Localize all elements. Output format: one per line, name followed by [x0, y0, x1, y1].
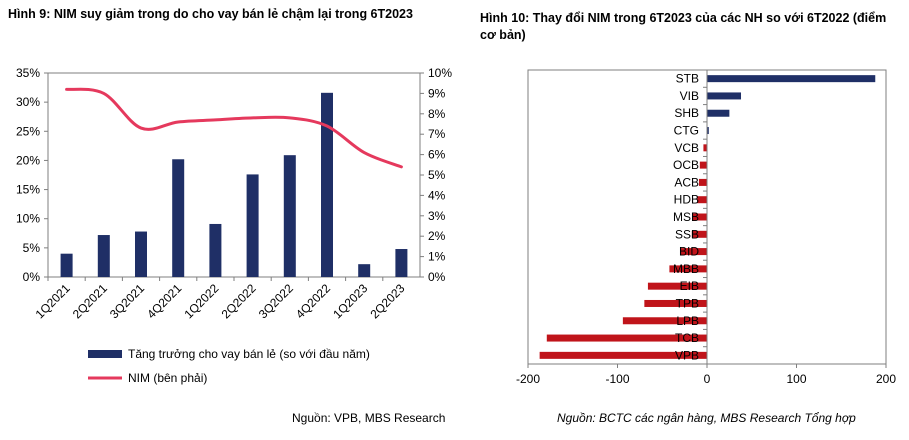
bank-label: HDB	[674, 193, 699, 207]
nim-change-bar	[698, 178, 707, 186]
bank-label: CTG	[674, 124, 699, 138]
bank-label: LPB	[676, 314, 699, 328]
left-y-tick-label: 5%	[23, 241, 41, 255]
retail-loan-growth-bar	[60, 253, 73, 277]
nim-change-bar	[697, 196, 707, 204]
right-x-tick-label: -200	[516, 372, 540, 386]
x-tick-label: 4Q2022	[293, 281, 333, 321]
right-y-tick-label: 8%	[428, 107, 446, 121]
retail-loan-growth-bar	[283, 155, 296, 277]
nim-change-bar	[699, 161, 707, 169]
left-y-tick-label: 10%	[16, 212, 40, 226]
x-tick-label: 2Q2023	[367, 281, 407, 321]
nim-change-bar	[703, 144, 707, 152]
right-chart-source: Nguồn: BCTC các ngân hàng, MBS Research …	[557, 411, 856, 425]
bank-label: MSB	[673, 210, 699, 224]
right-x-tick-label: 0	[704, 372, 711, 386]
right-y-tick-label: 3%	[428, 209, 446, 223]
bank-label: TCB	[675, 331, 699, 345]
nim-change-bar	[707, 109, 730, 117]
bank-label: BID	[679, 245, 699, 259]
x-tick-label: 1Q2021	[33, 281, 73, 321]
left-y-tick-label: 20%	[16, 153, 40, 167]
left-y-tick-label: 35%	[16, 66, 40, 80]
nim-change-bar	[680, 248, 707, 256]
nim-change-bar	[644, 299, 707, 307]
nim-change-bar	[669, 265, 707, 273]
retail-loan-growth-bar	[97, 235, 110, 277]
bank-label: STB	[676, 72, 699, 86]
left-chart-source: Nguồn: VPB, MBS Research	[292, 411, 446, 425]
retail-loan-growth-bar	[395, 249, 408, 277]
right-y-tick-label: 2%	[428, 229, 446, 243]
bank-label: TPB	[676, 296, 699, 310]
x-tick-label: 1Q2022	[181, 281, 221, 321]
left-y-tick-label: 0%	[23, 270, 41, 284]
legend-line-label: NIM (bên phải)	[128, 371, 207, 385]
right-y-tick-label: 5%	[428, 168, 446, 182]
right-y-tick-label: 4%	[428, 188, 446, 202]
right-y-tick-label: 7%	[428, 127, 446, 141]
legend-bar-swatch	[88, 350, 122, 358]
x-tick-label: 4Q2021	[144, 281, 184, 321]
retail-loan-growth-bar	[358, 264, 371, 277]
left-y-tick-label: 15%	[16, 183, 40, 197]
bank-label: OCB	[673, 158, 699, 172]
x-tick-label: 2Q2021	[70, 281, 110, 321]
x-tick-label: 1Q2023	[330, 281, 370, 321]
nim-change-bar	[546, 334, 707, 342]
right-x-tick-label: 100	[786, 372, 806, 386]
nim-change-bar	[539, 351, 707, 359]
bank-label: VPB	[675, 348, 699, 362]
x-tick-label: 2Q2022	[219, 281, 259, 321]
right-x-tick-label: -100	[605, 372, 629, 386]
right-y-tick-label: 6%	[428, 148, 446, 162]
bank-label: VCB	[674, 141, 699, 155]
nim-change-bar	[647, 282, 707, 290]
bank-label: SSB	[675, 227, 699, 241]
retail-loan-growth-bar	[246, 174, 259, 277]
bank-label: ACB	[674, 175, 699, 189]
bank-label: SHB	[674, 106, 699, 120]
bank-label: EIB	[680, 279, 699, 293]
right-x-tick-label: 200	[876, 372, 896, 386]
legend-bar-label: Tăng trưởng cho vay bán lẻ (so với đầu n…	[128, 347, 370, 361]
left-y-tick-label: 30%	[16, 95, 40, 109]
nim-change-bar	[707, 75, 876, 83]
nim-change-bar	[622, 317, 707, 325]
nim-change-bar	[692, 213, 707, 221]
retail-loan-growth-bar	[172, 159, 185, 277]
retail-loan-growth-bar	[209, 223, 222, 277]
nim-change-bar	[707, 127, 709, 135]
x-tick-label: 3Q2021	[107, 281, 147, 321]
left-y-tick-label: 25%	[16, 124, 40, 138]
bank-label: VIB	[680, 89, 699, 103]
right-y-tick-label: 0%	[428, 270, 446, 284]
nim-line	[65, 87, 403, 169]
right-y-tick-label: 9%	[428, 86, 446, 100]
right-chart-title: Hình 10: Thay đổi NIM trong 6T2023 của c…	[480, 11, 887, 42]
right-y-tick-label: 10%	[428, 66, 452, 80]
left-chart-title: Hình 9: NIM suy giảm trong do cho vay bá…	[8, 7, 413, 21]
right-y-tick-label: 1%	[428, 250, 446, 264]
retail-loan-growth-bar	[321, 92, 333, 278]
nim-change-bar	[691, 230, 707, 238]
retail-loan-growth-bar	[135, 231, 147, 277]
x-tick-label: 3Q2022	[256, 281, 296, 321]
bank-label: MBB	[673, 262, 699, 276]
nim-change-bar	[707, 92, 742, 100]
